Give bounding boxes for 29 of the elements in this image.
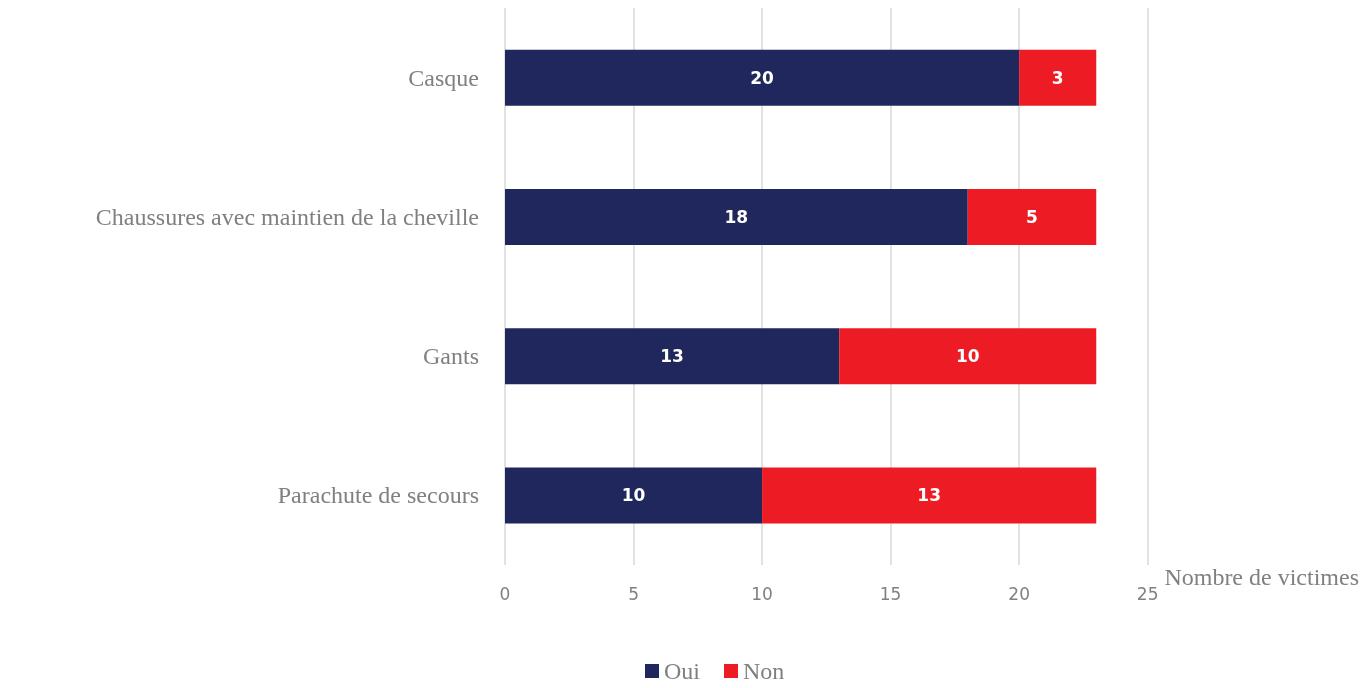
bar: [505, 328, 840, 385]
data-label: 13: [660, 346, 684, 367]
x-tick-label: 25: [1136, 583, 1159, 604]
bar: [505, 467, 763, 524]
data-label: 5: [1026, 206, 1038, 227]
bar: [505, 49, 1020, 106]
x-axis-title: Nombre de victimes: [1164, 564, 1359, 590]
bar: [967, 188, 1097, 245]
data-label: 18: [724, 206, 749, 227]
bar: [839, 328, 1097, 385]
data-label: 10: [955, 346, 980, 367]
legend-label: Non: [743, 658, 785, 684]
bar: [505, 188, 968, 245]
y-tick-label: Chaussures avec maintien de la cheville: [95, 203, 479, 230]
x-tick-label: 0: [499, 583, 511, 604]
bar: [1019, 49, 1097, 106]
data-label: 3: [1051, 67, 1064, 88]
bar: [762, 467, 1097, 524]
y-tick-label: Casque: [408, 64, 479, 91]
y-tick-label: Parachute de secours: [277, 482, 479, 509]
x-tick-label: 20: [1008, 583, 1030, 604]
data-label: 10: [621, 485, 646, 506]
x-tick-label: 5: [628, 583, 639, 604]
data-label: 20: [750, 67, 775, 88]
data-label: 13: [917, 485, 941, 506]
legend-label: Oui: [664, 658, 701, 684]
x-tick-label: 10: [751, 583, 773, 604]
y-tick-label: Gants: [423, 343, 479, 370]
x-tick-label: 15: [879, 583, 902, 604]
